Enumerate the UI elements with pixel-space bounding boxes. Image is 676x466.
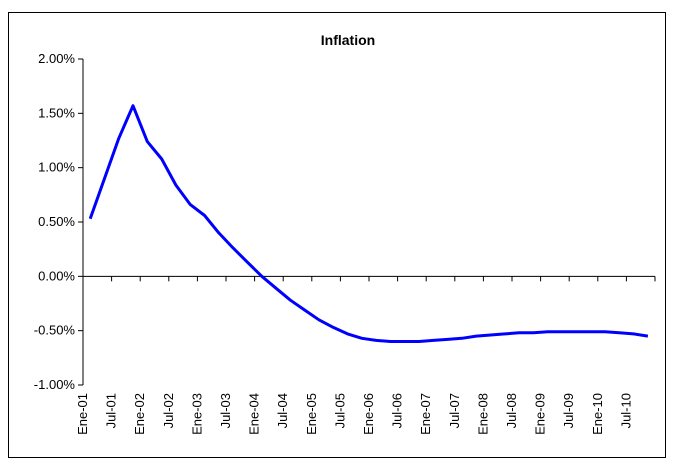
y-axis-labels: 2.00% 1.50% 1.00% 0.50% 0.00% -0.50% -1.00% — [34, 51, 76, 392]
x-tick-label: Jul-09 — [561, 393, 576, 428]
x-tick-label: Jul-01 — [104, 393, 119, 428]
x-tick-label: Jul-07 — [447, 393, 462, 428]
x-tick-label: Jul-02 — [161, 393, 176, 428]
y-tick-label: 0.00% — [38, 268, 75, 283]
x-axis-labels: Ene-01 Jul-01 Ene-02 Jul-02 Ene-03 Jul-03 Ene-… — [75, 393, 633, 435]
x-tick-label: Ene-08 — [475, 393, 490, 435]
y-tick-label: 2.00% — [38, 51, 75, 66]
y-tick-label: -0.50% — [34, 323, 76, 338]
y-tick-label: 1.00% — [38, 160, 75, 175]
x-tick-label: Jul-04 — [275, 393, 290, 428]
inflation-line — [88, 104, 649, 343]
y-tick-label: 1.50% — [38, 105, 75, 120]
chart-frame: Inflation 2.00% 1.50% 1.00% 0.50% 0.00% -0.50… — [8, 12, 666, 458]
x-tick-label: Jul-05 — [332, 393, 347, 428]
x-tick-label: Ene-06 — [361, 393, 376, 435]
chart-title: Inflation — [321, 32, 375, 48]
x-tick-label: Jul-03 — [218, 393, 233, 428]
x-tick-label: Jul-06 — [390, 393, 405, 428]
y-tick-label: 0.50% — [38, 214, 75, 229]
series-group — [88, 104, 649, 343]
axes — [78, 58, 656, 386]
x-tick-label: Ene-07 — [418, 393, 433, 435]
x-tick-label: Ene-04 — [247, 393, 262, 435]
y-tick-label: -1.00% — [34, 377, 76, 392]
x-tick-label: Jul-08 — [504, 393, 519, 428]
x-tick-label: Ene-09 — [533, 393, 548, 435]
x-tick-label: Ene-02 — [132, 393, 147, 435]
x-tick-label: Ene-05 — [304, 393, 319, 435]
x-tick-label: Jul-10 — [618, 393, 633, 428]
x-tick-label: Ene-03 — [189, 393, 204, 435]
x-tick-label: Ene-01 — [75, 393, 90, 435]
x-tick-label: Ene-10 — [590, 393, 605, 435]
inflation-chart: Inflation 2.00% 1.50% 1.00% 0.50% 0.00% -0.50… — [34, 32, 656, 435]
